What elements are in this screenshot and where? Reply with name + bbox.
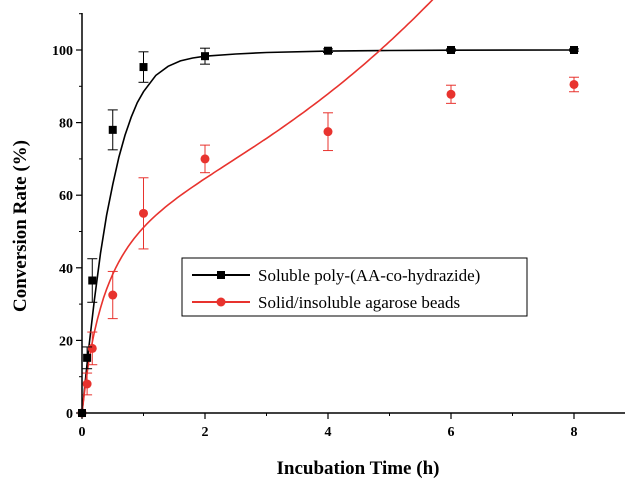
series-soluble-point <box>108 125 117 134</box>
legend: Soluble poly-(AA-co-hydrazide) Solid/ins… <box>181 257 528 317</box>
series-agarose-point <box>82 379 92 389</box>
plot-area <box>77 0 579 418</box>
x-tick-label: 0 <box>79 425 86 440</box>
y-axis-title: Conversion Rate (%) <box>10 140 31 312</box>
series-soluble-point <box>447 46 455 54</box>
legend-label-agarose: Solid/insoluble agarose beads <box>258 293 460 312</box>
y-tick-label: 0 <box>66 407 73 422</box>
series-soluble-point <box>324 46 332 55</box>
y-tick-label: 80 <box>59 117 73 132</box>
series-agarose-fit-curve <box>81 0 434 414</box>
series-soluble-point <box>139 63 148 72</box>
series-soluble-fit-curve <box>81 49 575 414</box>
x-tick-label: 8 <box>571 425 578 440</box>
x-tick-label: 4 <box>325 425 332 440</box>
series-agarose-point <box>108 290 118 300</box>
series-agarose-point <box>87 343 97 353</box>
series-agarose-point <box>569 79 579 89</box>
x-tick-label: 2 <box>202 425 209 440</box>
y-tick-label: 60 <box>59 189 73 204</box>
series-agarose-point <box>446 89 456 99</box>
series-agarose-point <box>139 208 148 218</box>
series-agarose-point <box>323 127 333 137</box>
y-tick-label: 100 <box>52 44 73 59</box>
legend-marker-soluble <box>217 271 225 279</box>
legend-box <box>181 257 528 317</box>
x-axis-title: Incubation Time (h) <box>277 458 440 479</box>
series-soluble-point <box>88 276 97 285</box>
y-tick-label: 20 <box>59 334 73 349</box>
y-tick-label: 40 <box>59 262 73 277</box>
x-tick-label: 6 <box>448 425 455 440</box>
series-soluble-point <box>570 46 578 54</box>
series-soluble-point <box>83 353 92 362</box>
legend-marker-agarose <box>216 297 226 307</box>
series-agarose-point <box>200 154 210 164</box>
legend-label-soluble: Soluble poly-(AA-co-hydrazide) <box>258 266 480 285</box>
series-soluble-point <box>201 52 209 61</box>
